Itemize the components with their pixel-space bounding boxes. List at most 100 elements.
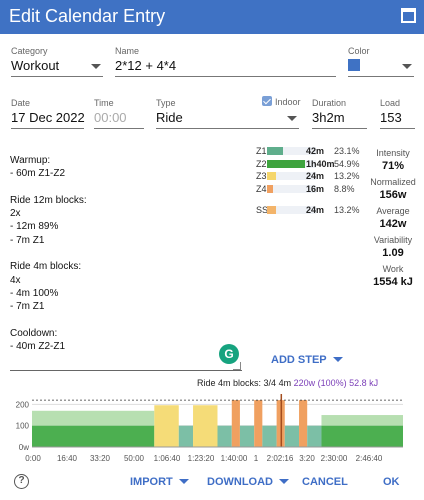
zone-bar bbox=[267, 172, 276, 180]
x-tick-label: 16:40 bbox=[57, 454, 78, 463]
intensity-value: 71% bbox=[381, 160, 405, 172]
category-select[interactable]: Workout bbox=[11, 58, 60, 73]
description-line: - 60m Z1-Z2 bbox=[10, 168, 66, 180]
time-underline bbox=[94, 128, 144, 129]
chart-segment bbox=[154, 405, 179, 447]
zone-bar bbox=[267, 206, 276, 214]
variability-label: Variability bbox=[373, 235, 413, 245]
zone-bar-track bbox=[267, 172, 316, 180]
zone-name: SS bbox=[256, 205, 269, 215]
import-button[interactable]: IMPORT bbox=[130, 476, 189, 488]
description-line: Warmup: bbox=[10, 155, 51, 166]
name-input[interactable]: 2*12 + 4*4 bbox=[115, 58, 177, 73]
zone-name: Z4 bbox=[256, 183, 267, 194]
description-line: - 12m 89% bbox=[10, 221, 59, 233]
chart-segment bbox=[262, 425, 277, 447]
load-label: Load bbox=[380, 98, 401, 108]
resize-handle-icon[interactable] bbox=[233, 362, 241, 370]
load-underline bbox=[380, 128, 415, 129]
y-tick-label: 100 bbox=[16, 422, 30, 431]
download-label: DOWNLOAD bbox=[207, 476, 273, 488]
duration-underline bbox=[312, 128, 367, 129]
time-label: Time bbox=[94, 98, 114, 108]
zone-name: Z3 bbox=[256, 171, 267, 181]
x-tick-label: 1:40:00 bbox=[221, 454, 248, 463]
type-label: Type bbox=[156, 98, 176, 108]
add-step-button[interactable]: ADD STEP bbox=[271, 354, 344, 366]
chart-segment-upper bbox=[321, 415, 403, 426]
workout-description[interactable]: Warmup: - 60m Z1-Z2 Ride 12m blocks: 2x - 12… bbox=[10, 154, 246, 353]
zone-name: Z1 bbox=[256, 146, 267, 156]
download-button[interactable]: DOWNLOAD bbox=[207, 476, 290, 488]
indoor-label: Indoor bbox=[275, 97, 301, 107]
zone-percent: 13.2% bbox=[334, 205, 360, 215]
variability-metric: Variability 1.09 bbox=[366, 235, 420, 259]
work-metric: Work 1554 kJ bbox=[366, 264, 420, 288]
average-value: 142w bbox=[379, 218, 407, 230]
cancel-button[interactable]: CANCEL bbox=[302, 476, 348, 488]
import-label: IMPORT bbox=[130, 476, 173, 488]
x-tick-label: 3:20 bbox=[299, 454, 315, 463]
work-label: Work bbox=[382, 264, 404, 274]
type-chevron-down-icon[interactable] bbox=[287, 116, 297, 121]
average-label: Average bbox=[376, 206, 410, 216]
zone-bar bbox=[267, 159, 305, 168]
load-input[interactable]: 153 bbox=[380, 110, 402, 125]
caption-step: Ride 4m blocks: 3/4 bbox=[197, 378, 277, 388]
type-underline bbox=[156, 128, 299, 129]
time-input[interactable]: 00:00 bbox=[94, 110, 127, 125]
help-icon[interactable]: ? bbox=[14, 474, 29, 489]
grammarly-icon[interactable]: G bbox=[219, 344, 239, 364]
caption-power: 220w (100%) bbox=[293, 378, 347, 388]
import-chevron-down-icon bbox=[178, 479, 189, 484]
x-tick-label: 50:00 bbox=[124, 454, 145, 463]
chart-segment bbox=[193, 405, 218, 447]
zone-percent: 23.1% bbox=[334, 146, 360, 156]
ok-button[interactable]: OK bbox=[383, 476, 400, 488]
color-swatch[interactable] bbox=[348, 59, 360, 71]
x-tick-label: 1:06:40 bbox=[154, 454, 181, 463]
date-input[interactable]: 17 Dec 2022 bbox=[11, 110, 85, 125]
variability-value: 1.09 bbox=[382, 247, 404, 259]
type-select[interactable]: Ride bbox=[156, 110, 183, 125]
chart-segment bbox=[307, 425, 322, 447]
x-tick-label: 1:23:20 bbox=[188, 454, 215, 463]
x-tick-label: 2:30:00 bbox=[321, 454, 348, 463]
description-line: - 7m Z1 bbox=[10, 301, 45, 313]
description-line bbox=[10, 181, 246, 194]
color-chevron-down-icon[interactable] bbox=[402, 64, 412, 69]
workout-power-chart[interactable]: 200 100 0w 0:00 16:40 33:20 50:00 1:06:40 1:23:2… bbox=[0, 390, 424, 468]
x-tick-label: 0:00 bbox=[25, 454, 41, 463]
chart-segment bbox=[284, 425, 300, 447]
zone-percent: 8.8% bbox=[334, 183, 355, 194]
indoor-checkbox[interactable] bbox=[262, 96, 272, 106]
zone-time: 42m bbox=[306, 146, 325, 156]
y-tick-label: 0w bbox=[19, 443, 29, 452]
date-underline bbox=[11, 128, 84, 129]
zone-bar bbox=[267, 147, 283, 155]
description-line: 4x bbox=[10, 274, 21, 286]
intensity-metric: Intensity 71% bbox=[366, 148, 420, 172]
dialog-title: Edit Calendar Entry bbox=[9, 6, 166, 26]
chart-segment bbox=[254, 400, 263, 447]
zone-bar-track bbox=[267, 206, 316, 214]
duration-label: Duration bbox=[312, 98, 347, 108]
zone-percent: 54.9% bbox=[334, 158, 360, 169]
normalized-metric: Normalized 156w bbox=[366, 177, 420, 201]
color-label: Color bbox=[348, 46, 370, 56]
description-line: - 40m Z2-Z1 bbox=[10, 341, 66, 353]
x-tick-label: 2:02:16 bbox=[267, 454, 294, 463]
zone-time: 16m bbox=[306, 183, 325, 194]
description-line: Ride 12m blocks: bbox=[10, 194, 87, 206]
name-label: Name bbox=[115, 46, 140, 56]
maximize-icon[interactable] bbox=[401, 8, 416, 23]
zone-time: 1h40m bbox=[306, 158, 335, 169]
average-metric: Average 142w bbox=[366, 206, 420, 230]
intensity-label: Intensity bbox=[376, 148, 410, 158]
description-line: - 4m 100% bbox=[10, 287, 59, 299]
description-line: 2x bbox=[10, 208, 21, 220]
description-line: Ride 4m blocks: bbox=[10, 261, 82, 273]
category-chevron-down-icon[interactable] bbox=[91, 64, 101, 69]
duration-input[interactable]: 3h2m bbox=[312, 110, 345, 125]
chart-segment bbox=[178, 425, 194, 447]
